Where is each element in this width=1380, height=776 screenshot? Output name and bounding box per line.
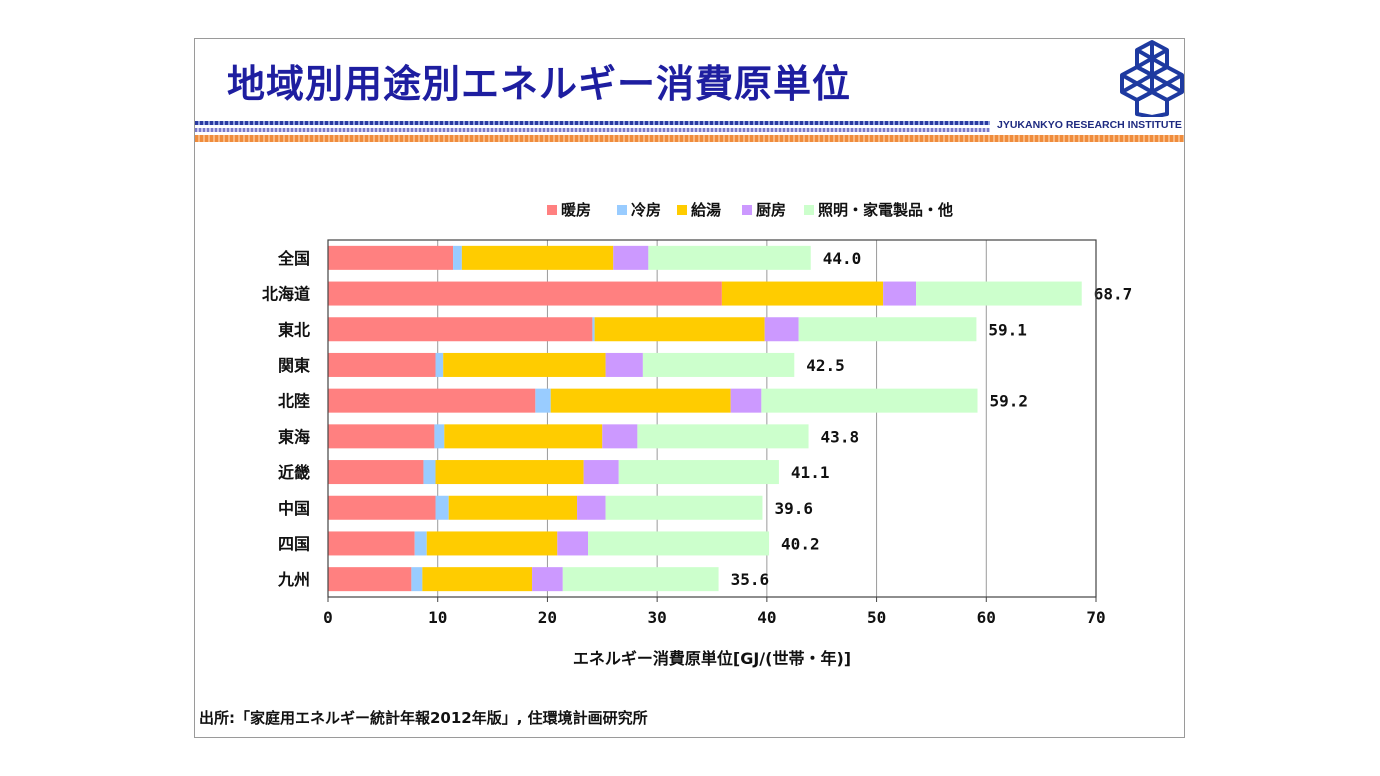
header-rule-blue bbox=[195, 121, 990, 125]
hexagon-lattice-logo-icon bbox=[1120, 40, 1184, 117]
bar-segment bbox=[721, 281, 884, 306]
bar-segment bbox=[916, 281, 1082, 306]
x-tick-label: 0 bbox=[323, 608, 333, 627]
total-label: 44.0 bbox=[823, 249, 862, 268]
total-label: 59.2 bbox=[990, 392, 1029, 411]
bar-segment bbox=[423, 460, 436, 485]
total-label: 35.6 bbox=[731, 570, 770, 589]
bar-segment bbox=[448, 495, 578, 520]
legend-swatch bbox=[617, 205, 627, 215]
bar-segment bbox=[328, 460, 424, 485]
bar-segment bbox=[414, 531, 427, 556]
bar-segment bbox=[583, 460, 619, 485]
category-label: 東海 bbox=[278, 427, 310, 446]
bar-segment bbox=[328, 567, 412, 592]
total-label: 42.5 bbox=[806, 356, 845, 375]
x-tick-label: 20 bbox=[538, 608, 557, 627]
x-tick-label: 50 bbox=[867, 608, 886, 627]
bar-segment bbox=[613, 245, 649, 270]
bar-segment bbox=[637, 424, 809, 449]
bar-segment bbox=[594, 317, 765, 342]
total-label: 68.7 bbox=[1094, 285, 1133, 304]
x-tick-label: 30 bbox=[648, 608, 667, 627]
bar-segment bbox=[562, 567, 719, 592]
bar-segment bbox=[328, 531, 415, 556]
legend-swatch bbox=[677, 205, 687, 215]
legend-swatch bbox=[804, 205, 814, 215]
bar-segment bbox=[434, 424, 445, 449]
x-axis-label: エネルギー消費原単位[GJ/(世帯・年)] bbox=[573, 649, 851, 668]
slide: 地域別用途別エネルギー消費原単位 JYUKANKYO RESEARCH INST… bbox=[194, 38, 1185, 738]
bar-segment bbox=[328, 317, 593, 342]
bar-segment bbox=[328, 495, 436, 520]
bar-segment bbox=[648, 245, 811, 270]
category-label: 九州 bbox=[277, 570, 310, 589]
bar-segment bbox=[435, 495, 449, 520]
bar-segment bbox=[328, 352, 436, 377]
bar-segment bbox=[588, 531, 770, 556]
legend-label: 給湯 bbox=[691, 201, 721, 219]
source-note: 出所:「家庭用エネルギー統計年報2012年版」, 住環境計画研究所 bbox=[199, 709, 648, 727]
bar-segment bbox=[435, 460, 584, 485]
bar-segment bbox=[730, 388, 762, 413]
bar-segment bbox=[764, 317, 799, 342]
bar-segment bbox=[557, 531, 589, 556]
bar-segment bbox=[461, 245, 614, 270]
plot-frame bbox=[327, 239, 1097, 598]
bar-segment bbox=[618, 460, 779, 485]
bar-segment bbox=[532, 567, 563, 592]
x-tick-label: 40 bbox=[757, 608, 776, 627]
bar-segment bbox=[798, 317, 977, 342]
x-tick-label: 60 bbox=[977, 608, 996, 627]
total-label: 39.6 bbox=[774, 499, 813, 518]
bar-segment bbox=[444, 424, 603, 449]
header-rule-violet bbox=[195, 128, 990, 132]
slide-title: 地域別用途別エネルギー消費原単位 bbox=[227, 62, 852, 106]
bar-segment bbox=[642, 352, 795, 377]
legend-label: 冷房 bbox=[631, 201, 661, 219]
bar-segment bbox=[426, 531, 558, 556]
category-label: 関東 bbox=[278, 356, 310, 375]
category-label: 北海道 bbox=[262, 285, 310, 304]
bar-segment bbox=[883, 281, 917, 306]
bar-segment bbox=[453, 245, 462, 270]
bar-segment bbox=[602, 424, 638, 449]
total-label: 43.8 bbox=[821, 427, 860, 446]
bar-segment bbox=[328, 281, 722, 306]
x-tick-label: 70 bbox=[1086, 608, 1105, 627]
bar-segment bbox=[577, 495, 606, 520]
x-tick-label: 10 bbox=[428, 608, 447, 627]
bar-segment bbox=[443, 352, 606, 377]
category-label: 全国 bbox=[277, 249, 310, 268]
bar-segment bbox=[328, 388, 536, 413]
bar-segment bbox=[592, 317, 595, 342]
category-label: 四国 bbox=[278, 534, 310, 553]
total-label: 40.2 bbox=[781, 534, 820, 553]
bar-segment bbox=[328, 245, 454, 270]
total-label: 59.1 bbox=[988, 320, 1027, 339]
legend-label: 暖房 bbox=[561, 201, 591, 219]
category-label: 東北 bbox=[278, 320, 310, 339]
bar-segment bbox=[605, 352, 643, 377]
bar-segment bbox=[761, 388, 978, 413]
legend-label: 照明・家電製品・他 bbox=[818, 201, 953, 219]
total-label: 41.1 bbox=[791, 463, 830, 482]
bar-segment bbox=[435, 352, 444, 377]
bar-segment bbox=[411, 567, 423, 592]
header-rule-orange bbox=[195, 135, 1184, 142]
legend-label: 厨房 bbox=[756, 201, 786, 219]
bar-segment bbox=[328, 424, 435, 449]
bar-segment bbox=[605, 495, 763, 520]
legend-swatch bbox=[742, 205, 752, 215]
bar-segment bbox=[550, 388, 731, 413]
bar-segment bbox=[422, 567, 533, 592]
bar-segment bbox=[535, 388, 551, 413]
category-label: 中国 bbox=[278, 499, 310, 518]
category-label: 北陸 bbox=[278, 392, 310, 411]
legend-swatch bbox=[547, 205, 557, 215]
org-label: JYUKANKYO RESEARCH INSTITUTE I bbox=[997, 119, 1185, 131]
category-label: 近畿 bbox=[278, 463, 310, 482]
